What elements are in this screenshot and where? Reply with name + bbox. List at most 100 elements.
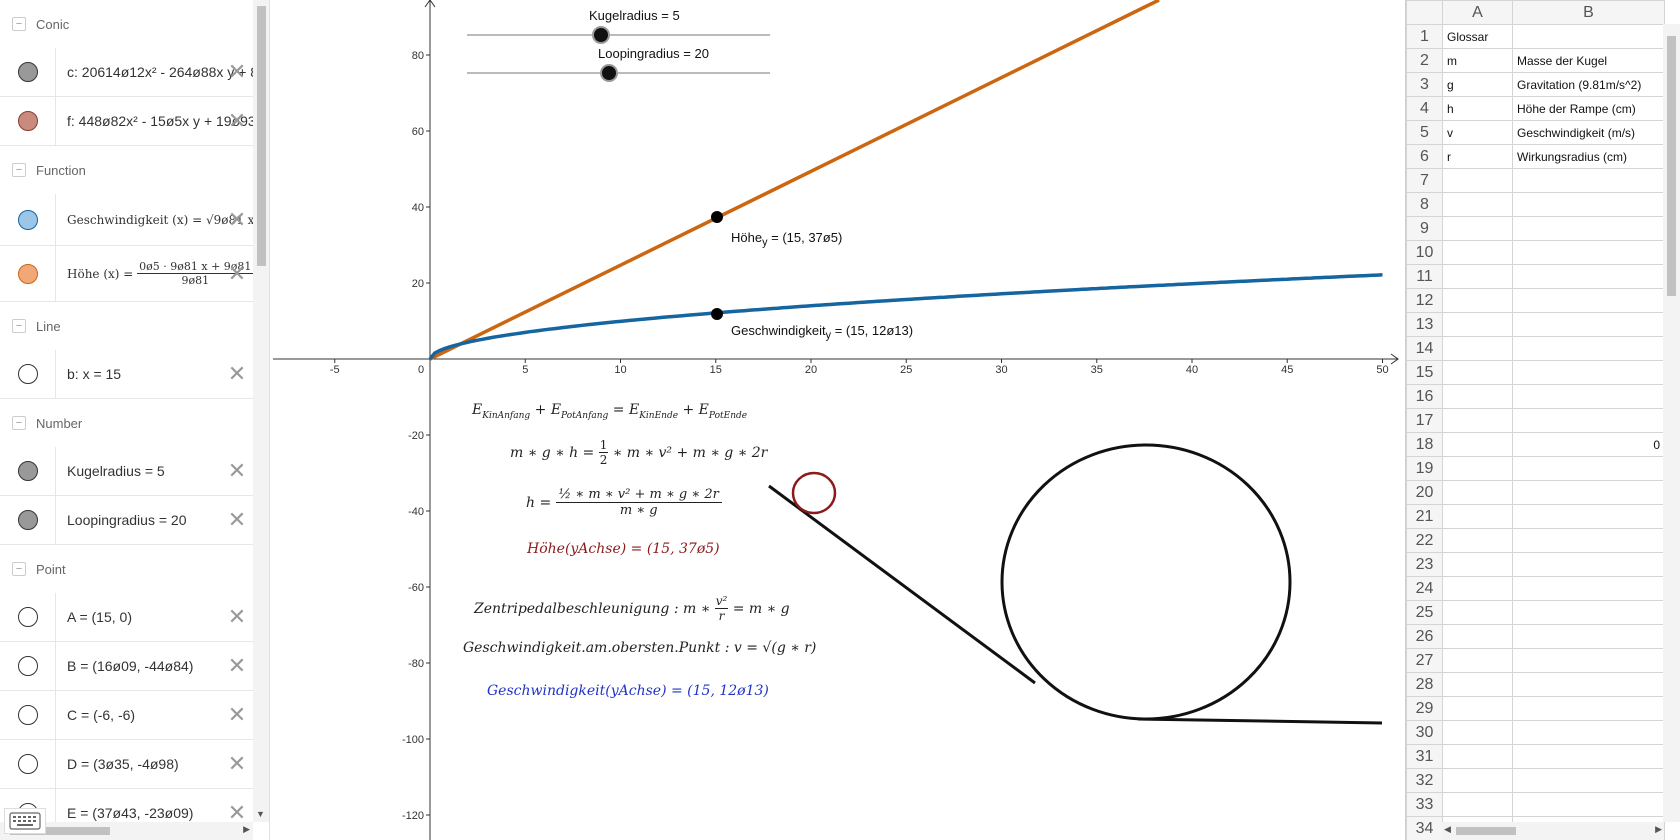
row-header[interactable]: 19: [1406, 456, 1443, 481]
spreadsheet-horizontal-scrollbar[interactable]: ◀ ▶: [1442, 822, 1664, 840]
slider-handle-kugelradius[interactable]: [592, 26, 610, 44]
formula-geschwindigkeit-oben[interactable]: Geschwindigkeit.am.obersten.Punkt : v = …: [463, 640, 817, 656]
algebra-expression[interactable]: f: 448ø82x² - 15ø5x y + 19ø93: [67, 113, 253, 129]
row-header[interactable]: 18: [1406, 432, 1443, 457]
cell-b[interactable]: [1512, 408, 1665, 433]
cell-a[interactable]: [1442, 288, 1513, 313]
cell-b[interactable]: [1512, 192, 1665, 217]
scrollbar-thumb[interactable]: [10, 827, 110, 835]
algebra-horizontal-scrollbar[interactable]: ▶: [0, 822, 253, 840]
row-header[interactable]: 1: [1406, 24, 1443, 49]
cell-b[interactable]: [1512, 528, 1665, 553]
cell-a[interactable]: h: [1442, 96, 1513, 121]
delete-icon[interactable]: ✕: [227, 108, 247, 133]
point-geschwindigkeit-y[interactable]: [711, 308, 723, 320]
row-header[interactable]: 6: [1406, 144, 1443, 169]
graphics-view[interactable]: -5 0 5 10 15 20 25 30 35 40 45 50 80 60 40 20 -20 -40 -60…: [273, 0, 1403, 840]
algebra-expression[interactable]: D = (3ø35, -4ø98): [67, 756, 179, 772]
group-header-conic[interactable]: − Conic: [0, 0, 253, 48]
algebra-expression[interactable]: E = (37ø43, -23ø09): [67, 805, 194, 821]
delete-icon[interactable]: ✕: [227, 702, 247, 727]
row-header[interactable]: 3: [1406, 72, 1443, 97]
cell-a[interactable]: [1442, 744, 1513, 769]
row-header[interactable]: 30: [1406, 720, 1443, 745]
algebra-expression[interactable]: Höhe (x) = 0ø5 · 9ø81 x + 9ø81 9ø81: [56, 260, 253, 287]
row-header[interactable]: 4: [1406, 96, 1443, 121]
cell-a[interactable]: [1442, 576, 1513, 601]
visibility-toggle[interactable]: [17, 111, 38, 131]
algebra-item-b[interactable]: b: x = 15 ✕: [0, 350, 253, 399]
cell-b[interactable]: [1512, 312, 1665, 337]
cell-b[interactable]: [1512, 384, 1665, 409]
cell-b[interactable]: [1512, 672, 1665, 697]
row-header[interactable]: 16: [1406, 384, 1443, 409]
scrollbar-thumb[interactable]: [1456, 827, 1516, 835]
cell-a[interactable]: [1442, 480, 1513, 505]
group-header-point[interactable]: − Point: [0, 545, 253, 593]
row-header[interactable]: 14: [1406, 336, 1443, 361]
cell-b[interactable]: [1512, 552, 1665, 577]
row-header[interactable]: 23: [1406, 552, 1443, 577]
cell-b[interactable]: [1512, 24, 1665, 49]
cell-a[interactable]: [1442, 504, 1513, 529]
formula-energy-conservation[interactable]: EKinAnfang + EPotAnfang = EKinEnde + EPo…: [472, 402, 748, 421]
delete-icon[interactable]: ✕: [227, 260, 247, 286]
group-header-number[interactable]: − Number: [0, 399, 253, 447]
algebra-expression[interactable]: Kugelradius = 5: [67, 463, 165, 479]
spreadsheet-vertical-scrollbar[interactable]: [1663, 24, 1680, 822]
cell-b[interactable]: [1512, 624, 1665, 649]
spreadsheet-table[interactable]: A B 1 Glossar 2 m Masse der Kugel 3 g Gravitati…: [1406, 0, 1665, 840]
cell-a[interactable]: [1442, 552, 1513, 577]
delete-icon[interactable]: ✕: [227, 653, 247, 678]
algebra-expression[interactable]: c: 20614ø12x² - 264ø88x y + 8: [67, 64, 253, 80]
cell-b[interactable]: [1512, 240, 1665, 265]
algebra-expression[interactable]: Geschwindigkeit (x) = √9ø81 x: [67, 212, 253, 227]
cell-b[interactable]: [1512, 576, 1665, 601]
scroll-right-icon[interactable]: ▶: [1655, 824, 1662, 834]
delete-icon[interactable]: ✕: [227, 59, 247, 84]
ramp-line[interactable]: [768, 484, 1036, 685]
visibility-toggle[interactable]: [17, 510, 38, 530]
cell-b[interactable]: [1512, 768, 1665, 793]
algebra-item-b-point[interactable]: B = (16ø09, -44ø84) ✕: [0, 642, 253, 691]
group-header-function[interactable]: − Function: [0, 146, 253, 194]
algebra-expression[interactable]: Loopingradius = 20: [67, 512, 187, 528]
cell-b[interactable]: [1512, 696, 1665, 721]
row-header[interactable]: 21: [1406, 504, 1443, 529]
row-header[interactable]: 5: [1406, 120, 1443, 145]
algebra-item-a[interactable]: A = (15, 0) ✕: [0, 593, 253, 642]
cell-a[interactable]: [1442, 432, 1513, 457]
row-header[interactable]: 32: [1406, 768, 1443, 793]
cell-a[interactable]: [1442, 312, 1513, 337]
scrollbar-thumb[interactable]: [257, 6, 266, 266]
cell-a[interactable]: [1442, 624, 1513, 649]
algebra-item-c[interactable]: c: 20614ø12x² - 264ø88x y + 8 ✕: [0, 48, 253, 97]
row-header[interactable]: 25: [1406, 600, 1443, 625]
scrollbar-thumb[interactable]: [1667, 36, 1676, 296]
visibility-toggle[interactable]: [17, 263, 38, 284]
algebra-expression[interactable]: b: x = 15: [67, 366, 122, 382]
cell-b[interactable]: 0: [1512, 432, 1665, 457]
cell-b[interactable]: Gravitation (9.81m/s^2): [1512, 72, 1665, 97]
collapse-icon[interactable]: −: [12, 319, 26, 333]
delete-icon[interactable]: ✕: [227, 800, 247, 825]
row-header[interactable]: 31: [1406, 744, 1443, 769]
algebra-item-loopingradius[interactable]: Loopingradius = 20 ✕: [0, 496, 253, 545]
cell-b[interactable]: [1512, 744, 1665, 769]
algebra-item-f[interactable]: f: 448ø82x² - 15ø5x y + 19ø93 ✕: [0, 97, 253, 146]
row-header[interactable]: 10: [1406, 240, 1443, 265]
row-header[interactable]: 13: [1406, 312, 1443, 337]
row-header[interactable]: 8: [1406, 192, 1443, 217]
cell-a[interactable]: g: [1442, 72, 1513, 97]
row-header[interactable]: 12: [1406, 288, 1443, 313]
algebra-item-geschwindigkeit[interactable]: Geschwindigkeit (x) = √9ø81 x ✕: [0, 194, 253, 246]
row-header[interactable]: 17: [1406, 408, 1443, 433]
visibility-toggle[interactable]: [17, 461, 38, 481]
cell-b[interactable]: Wirkungsradius (cm): [1512, 144, 1665, 169]
formula-geschwindigkeit-yachse[interactable]: Geschwindigkeit(yAchse) = (15, 12ø13): [487, 683, 769, 699]
scroll-left-icon[interactable]: ◀: [1444, 824, 1451, 834]
cell-a[interactable]: r: [1442, 144, 1513, 169]
cell-b[interactable]: [1512, 288, 1665, 313]
cell-a[interactable]: Glossar: [1442, 24, 1513, 49]
looping-circle-c[interactable]: [1000, 443, 1292, 721]
